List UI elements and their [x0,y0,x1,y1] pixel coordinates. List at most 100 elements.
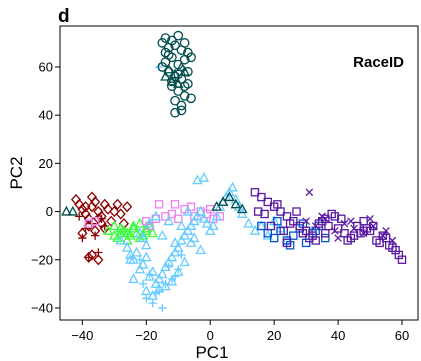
data-point [217,196,229,206]
data-point [302,217,310,226]
data-point [179,54,190,65]
data-point [388,243,397,252]
data-point [134,227,146,238]
data-point [230,198,242,209]
data-point [160,70,171,81]
series-6-plus-points [135,62,186,313]
data-point [166,251,178,262]
data-point [125,253,136,264]
data-point [289,231,298,240]
data-point [141,239,152,250]
data-point [350,224,358,233]
series-11-triangle-points [61,61,248,216]
data-point [174,265,183,274]
data-point [298,229,308,238]
data-point [321,229,330,238]
x-axis-label: PC1 [195,343,228,361]
data-point [174,214,183,224]
data-point [163,215,174,226]
x-tick-label: 20 [267,328,281,343]
y-tick-label: 0 [46,204,53,219]
data-point [192,210,203,221]
data-point [208,220,219,231]
data-point [112,198,123,210]
y-tick-label: 20 [39,156,53,171]
data-point [179,81,190,92]
data-point [150,278,162,288]
data-point [192,174,203,185]
data-point [273,216,282,226]
data-point [185,220,197,231]
data-point [128,222,139,233]
y-tick-label: −40 [31,300,53,315]
data-point [195,205,206,216]
data-point [224,186,235,197]
data-point [177,250,186,260]
data-point [321,233,330,243]
data-point [243,217,254,228]
data-point [236,203,248,214]
data-point [343,236,352,245]
data-point [176,61,187,71]
data-point [340,219,349,228]
data-point [135,255,145,264]
x-tick-label: −40 [71,328,93,343]
data-point [253,207,263,216]
data-point [160,280,171,291]
data-point [176,234,187,245]
data-point [102,203,114,215]
data-point [230,193,242,204]
data-point [260,209,269,219]
data-point [142,294,151,303]
data-point [80,201,91,213]
data-point [141,225,152,235]
data-point [379,231,387,240]
data-point [163,63,174,74]
data-point [78,233,87,243]
data-point [334,234,342,242]
data-point [179,229,190,240]
method-annotation: RaceID [353,54,404,71]
data-point [83,251,94,263]
data-point [170,40,180,51]
data-point [186,93,196,104]
data-point [163,50,174,60]
data-point [154,200,164,209]
data-point [90,216,100,226]
data-point [183,66,193,77]
data-point [188,232,200,243]
data-point [170,107,180,118]
data-point [179,66,190,76]
panel-label: d [58,6,70,27]
data-point [148,298,157,308]
plot-frame [59,25,419,321]
y-axis-label: PC2 [7,156,26,189]
data-point [311,222,320,230]
data-point [263,197,272,207]
series-10-circle-points [157,30,196,118]
data-point [282,238,292,248]
data-point [347,217,355,226]
data-point [164,262,173,272]
data-point [333,224,343,233]
data-point [317,216,327,226]
data-point [121,241,133,252]
data-point [369,221,378,231]
data-point [186,52,196,63]
data-point [172,241,184,252]
series-8-square-points [250,188,407,264]
data-point [109,220,120,231]
y-axis-ticks: −40 −20 0 20 40 60 [31,59,60,315]
data-point [201,217,213,228]
data-point [172,266,184,276]
data-point [84,219,93,228]
data-point [211,200,222,211]
data-point [150,210,162,221]
data-point [84,253,93,262]
data-point [167,209,177,219]
series-9-cross-points [302,188,397,245]
data-point [169,68,181,79]
x-tick-label: 40 [331,328,345,343]
data-point [93,254,104,266]
data-point [257,221,266,231]
